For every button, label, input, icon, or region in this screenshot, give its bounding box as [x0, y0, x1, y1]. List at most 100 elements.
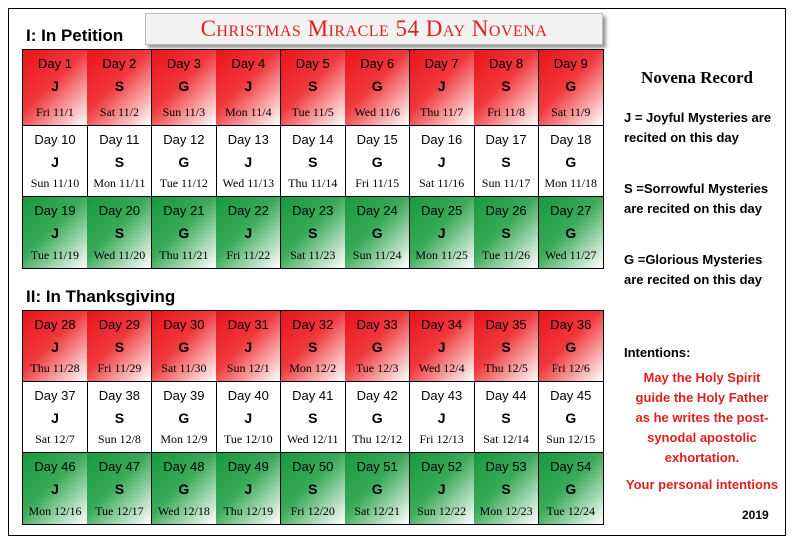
- mystery-letter: S: [114, 225, 125, 241]
- date: Fri 11/29: [97, 361, 142, 375]
- date: Sat 11/30: [161, 361, 207, 375]
- day-cell: Day 26 S Tue 11/26: [474, 197, 540, 268]
- mystery-letter: J: [51, 225, 59, 241]
- date: Thu 11/28: [30, 361, 80, 375]
- day-label: Day 14: [292, 132, 334, 147]
- day-cell: Day 11 S Mon 11/11: [87, 126, 153, 197]
- day-cell: Day 49 J Thu 12/19: [216, 453, 282, 524]
- date: Mon 11/25: [415, 248, 468, 262]
- day-label: Day 4: [231, 56, 266, 71]
- day-label: Day 30: [163, 317, 205, 332]
- day-label: Day 39: [163, 388, 205, 403]
- day-label: Day 12: [163, 132, 205, 147]
- legend-line: recited on this day: [624, 130, 739, 145]
- date: Sat 11/9: [551, 105, 591, 119]
- date: Tue 11/19: [30, 248, 80, 262]
- intention-line: synodal apostolic: [647, 430, 757, 445]
- section-title: II: In Thanksgiving: [26, 287, 176, 306]
- mystery-letter: J: [437, 225, 446, 241]
- date: Fri 11/8: [487, 105, 526, 119]
- legend-item: G =Glorious Mysteries are recited on this…: [624, 250, 789, 290]
- date: Tue 12/3: [355, 361, 399, 375]
- day-label: Day 26: [485, 203, 527, 218]
- day-label: Day 51: [356, 459, 398, 474]
- personal-intentions: Your personal intentions: [625, 477, 779, 492]
- mystery-letter: S: [501, 225, 511, 241]
- day-label: Day 16: [421, 132, 463, 147]
- date: Thu 11/7: [420, 105, 464, 119]
- date: Tue 12/17: [95, 504, 144, 518]
- calendar-grid: Day 28 J Thu 11/28 Day 29 S Fri 11/29 Day 30 G S…: [22, 310, 604, 525]
- intention-line: guide the Holy Father: [635, 390, 769, 405]
- day-label: Day 32: [292, 317, 334, 332]
- day-cell: Day 44 S Sat 12/14: [474, 382, 540, 453]
- calendar-grid: Day 1 J Fri 11/1 Day 2 S Sat 11/2 Day 3 G Sun 11…: [22, 49, 604, 269]
- date: Sun 12/15: [546, 432, 596, 446]
- date: Thu 12/19: [223, 504, 274, 518]
- mystery-letter: J: [51, 481, 59, 497]
- day-cell: Day 51 G Sat 12/21: [345, 453, 411, 524]
- mystery-letter: G: [565, 154, 577, 170]
- day-cell: Day 6 G Wed 11/6: [345, 50, 411, 126]
- date: Thu 11/21: [159, 248, 209, 262]
- day-label: Day 6: [360, 56, 395, 71]
- year: 2019: [742, 508, 769, 522]
- day-cell: Day 36 G Fri 12/6: [538, 311, 603, 382]
- mystery-letter: J: [437, 78, 446, 94]
- day-label: Day 33: [356, 317, 398, 332]
- mystery-letter: S: [308, 154, 318, 170]
- date: Fri 11/15: [355, 176, 400, 190]
- day-cell: Day 8 S Fri 11/8: [474, 50, 540, 126]
- legend-line: G =Glorious Mysteries: [624, 252, 763, 267]
- date: Fri 12/6: [551, 361, 590, 375]
- day-cell: Day 30 G Sat 11/30: [151, 311, 217, 382]
- date: Sun 11/10: [30, 176, 80, 190]
- day-label: Day 48: [163, 459, 205, 474]
- day-label: Day 52: [421, 459, 463, 474]
- day-label: Day 28: [34, 317, 76, 332]
- day-label: Day 13: [227, 132, 269, 147]
- day-cell: Day 19 J Tue 11/19: [23, 197, 88, 268]
- mystery-letter: S: [114, 481, 125, 497]
- day-label: Day 35: [485, 317, 527, 332]
- mystery-letter: J: [51, 154, 59, 170]
- day-cell: Day 15 G Fri 11/15: [345, 126, 411, 197]
- day-label: Day 40: [227, 388, 269, 403]
- day-label: Day 2: [102, 56, 137, 71]
- mystery-letter: G: [565, 481, 577, 497]
- mystery-letter: G: [371, 78, 383, 94]
- mystery-letter: G: [565, 339, 577, 355]
- date: Mon 12/16: [28, 504, 82, 518]
- day-cell: Day 27 G Wed 11/27: [538, 197, 603, 268]
- legend-item: J = Joyful Mysteries are recited on this …: [624, 108, 789, 148]
- day-label: Day 3: [166, 56, 201, 71]
- day-label: Day 5: [295, 56, 330, 71]
- mystery-letter: G: [178, 78, 190, 94]
- mystery-letter: S: [308, 410, 318, 426]
- mystery-letter: S: [501, 481, 511, 497]
- day-label: Day 7: [424, 56, 459, 71]
- mystery-letter: S: [501, 339, 511, 355]
- date: Wed 12/11: [286, 432, 339, 446]
- mystery-letter: S: [114, 78, 125, 94]
- legend-line: J = Joyful Mysteries are: [624, 110, 772, 125]
- day-label: Day 53: [485, 459, 527, 474]
- intention-line: May the Holy Spirit: [643, 370, 761, 385]
- mystery-letter: J: [244, 78, 253, 94]
- mystery-letter: G: [565, 225, 577, 241]
- date: Sun 11/17: [481, 176, 531, 190]
- day-label: Day 38: [98, 388, 140, 403]
- day-cell: Day 29 S Fri 11/29: [87, 311, 153, 382]
- date: Sun 12/22: [417, 504, 467, 518]
- day-label: Day 36: [550, 317, 592, 332]
- day-cell: Day 16 J Sat 11/16: [409, 126, 475, 197]
- day-cell: Day 23 S Sat 11/23: [280, 197, 346, 268]
- mystery-letter: G: [178, 410, 190, 426]
- day-cell: Day 28 J Thu 11/28: [23, 311, 88, 382]
- date: Mon 12/23: [479, 504, 533, 518]
- date: Sun 11/24: [352, 248, 402, 262]
- day-label: Day 31: [227, 317, 269, 332]
- day-cell: Day 22 J Fri 11/22: [216, 197, 282, 268]
- mystery-letter: J: [244, 339, 253, 355]
- day-cell: Day 24 G Sun 11/24: [345, 197, 411, 268]
